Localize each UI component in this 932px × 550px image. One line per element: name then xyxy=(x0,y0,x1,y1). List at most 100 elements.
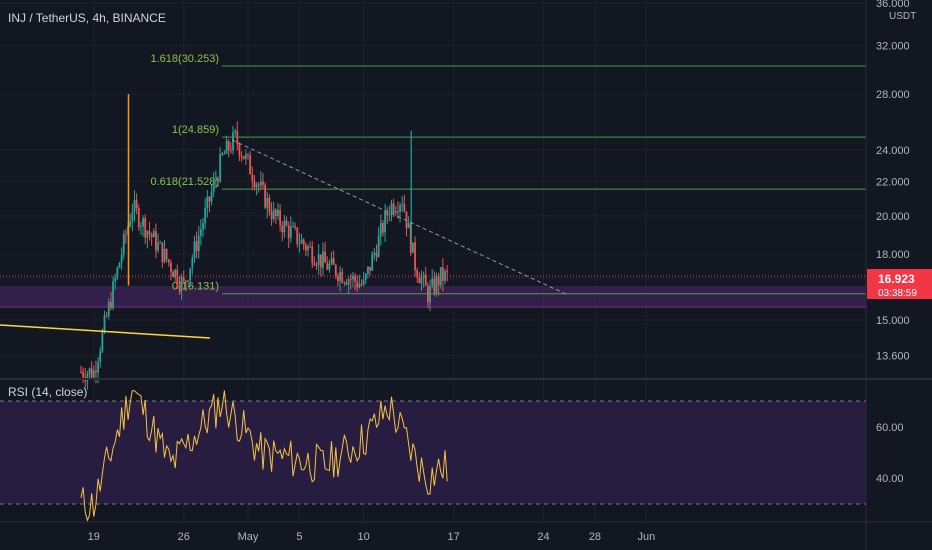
candle-body xyxy=(324,251,326,263)
price-tick-label: 18.000 xyxy=(876,249,910,261)
candle-body xyxy=(103,315,106,332)
candle-body xyxy=(315,265,318,267)
candle-body xyxy=(176,269,179,285)
candle-body xyxy=(120,254,123,263)
candle-body xyxy=(441,267,444,281)
candle-body xyxy=(114,277,117,282)
candle-body xyxy=(274,209,277,217)
candle-body xyxy=(242,156,245,159)
time-tick-label: 24 xyxy=(537,531,549,543)
candle-body xyxy=(251,174,254,181)
candle-body xyxy=(199,229,202,236)
fib-level-label: 1.618(30.253) xyxy=(151,53,220,65)
candle-body xyxy=(165,248,168,260)
price-tick-label: 24.000 xyxy=(876,145,910,157)
candle-body xyxy=(234,130,237,133)
candle-body xyxy=(330,258,333,264)
fib-level-label: 0.618(21.528) xyxy=(151,176,220,188)
candle-body xyxy=(95,370,97,373)
candle-body xyxy=(392,203,395,213)
rsi-tick-40: 40.00 xyxy=(876,473,904,485)
candle-body xyxy=(292,226,294,228)
price-axis[interactable]: 36.000 32.000 28.000 24.000 22.000 20.000 18.0… xyxy=(876,0,910,363)
candle-body xyxy=(249,155,252,175)
candle-body xyxy=(178,284,181,290)
candle-body xyxy=(204,208,207,224)
price-tick-label: 13.600 xyxy=(876,351,910,363)
candle-body xyxy=(362,279,365,285)
candle-body xyxy=(101,331,104,352)
candle-body xyxy=(184,280,187,282)
candle-body xyxy=(206,196,209,209)
candle-body xyxy=(129,221,132,227)
candle-body xyxy=(232,132,234,151)
candle-body xyxy=(221,153,224,155)
candle-body xyxy=(172,271,174,278)
rsi-panel xyxy=(0,390,866,522)
candle-body xyxy=(373,252,376,255)
candle-body xyxy=(161,242,164,262)
candle-body xyxy=(174,269,177,278)
candle-body xyxy=(358,284,361,288)
candle-body xyxy=(253,180,256,188)
candle-body xyxy=(390,203,393,215)
candle-body xyxy=(264,184,267,208)
candle-body xyxy=(131,211,134,222)
candle-body xyxy=(118,262,121,268)
time-tick-label: 17 xyxy=(447,531,459,543)
candle-body xyxy=(309,246,312,248)
candle-body xyxy=(187,280,189,282)
candle-body xyxy=(135,200,138,209)
candle-body xyxy=(375,252,378,257)
candle-body xyxy=(268,198,271,213)
candle-body xyxy=(86,373,89,382)
candle-body xyxy=(420,277,423,284)
candle-body xyxy=(247,154,249,156)
candle-body xyxy=(285,220,288,226)
candle-body xyxy=(244,154,247,159)
candle-body xyxy=(107,301,110,316)
candle-body xyxy=(229,150,232,152)
candle-body xyxy=(92,370,95,378)
time-tick-label: 10 xyxy=(358,531,370,543)
candle-body xyxy=(339,271,341,282)
price-tick-label: 28.000 xyxy=(876,89,910,101)
candle-body xyxy=(294,226,297,228)
candle-body xyxy=(82,372,84,378)
candle-body xyxy=(332,258,335,266)
candle-body xyxy=(189,268,192,281)
candle-body xyxy=(347,279,350,285)
candle-body xyxy=(80,371,82,373)
candle-body xyxy=(272,209,275,219)
candle-body xyxy=(217,180,219,182)
candle-body xyxy=(266,198,269,208)
candle-body xyxy=(334,265,337,276)
time-tick-label: May xyxy=(238,531,259,543)
rsi-tick-60: 60.00 xyxy=(876,422,904,434)
descending-trendline[interactable] xyxy=(231,139,569,296)
candle-body xyxy=(328,263,331,270)
candle-body xyxy=(377,235,380,257)
candle-body xyxy=(388,214,391,216)
candle-body xyxy=(302,239,305,245)
time-axis[interactable]: 19 26 May 5 10 17 24 28 Jun xyxy=(88,531,656,543)
candle-body xyxy=(144,218,147,238)
support-trendline[interactable] xyxy=(0,324,211,339)
candle-countdown: 03:38:59 xyxy=(878,288,917,299)
candle-body xyxy=(159,242,162,244)
candle-body xyxy=(345,282,348,285)
rsi-band-fill xyxy=(0,401,866,504)
candle-body xyxy=(170,262,172,272)
candle-body xyxy=(427,285,429,303)
candle-body xyxy=(431,278,434,286)
price-tick-label: 32.000 xyxy=(876,41,910,53)
fibonacci-levels[interactable]: 1.618(30.253)1(24.859)0.618(21.528)0(16.… xyxy=(151,53,867,295)
candle-body xyxy=(255,184,258,188)
candle-body xyxy=(444,271,446,281)
candle-body xyxy=(439,267,442,286)
candle-body xyxy=(112,281,114,308)
candle-body xyxy=(379,223,382,236)
candle-body xyxy=(182,277,185,281)
price-tick-label: 36.000 xyxy=(876,0,910,10)
